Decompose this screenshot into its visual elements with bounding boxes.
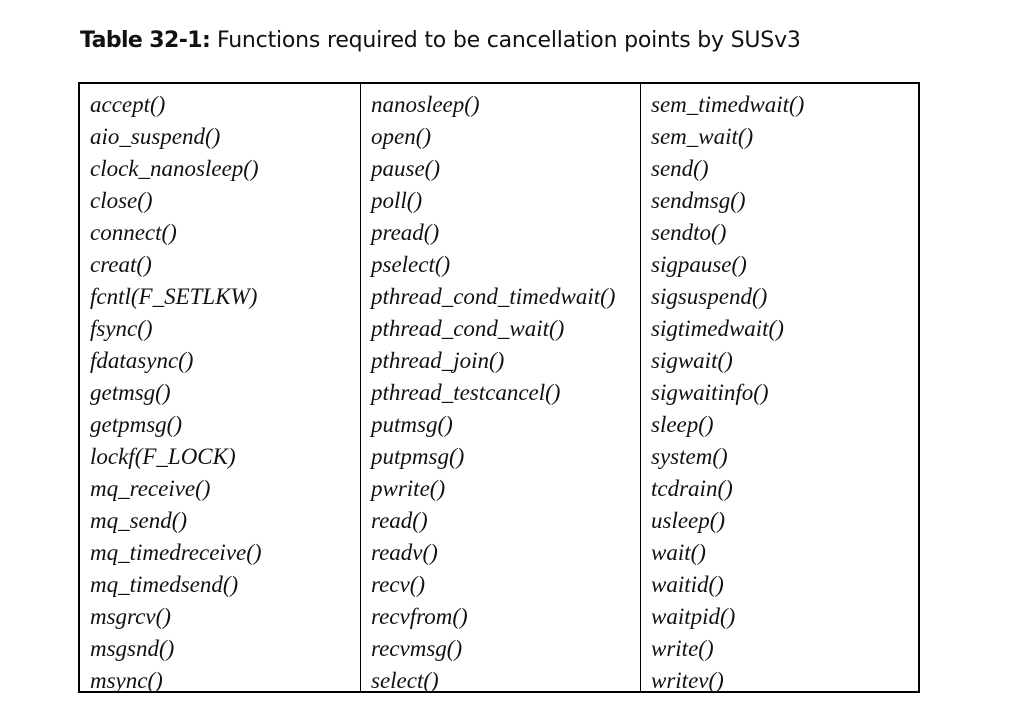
- function-name-cell: mq_receive(): [90, 476, 211, 501]
- function-name-cell: getpmsg(): [90, 412, 182, 437]
- function-name-cell: clock_nanosleep(): [90, 156, 259, 181]
- function-name-cell: send(): [651, 156, 709, 181]
- function-name-cell: sem_timedwait(): [651, 92, 805, 117]
- function-name-cell: mq_timedreceive(): [90, 540, 262, 565]
- function-name-cell: msync(): [90, 668, 163, 693]
- function-name-cell: read(): [371, 508, 428, 533]
- function-name-cell: mq_timedsend(): [90, 572, 239, 597]
- function-name-cell: connect(): [90, 220, 177, 245]
- function-name-cell: sigwaitinfo(): [651, 380, 769, 405]
- table-column-1: accept() aio_suspend() clock_nanosleep()cl…: [80, 84, 360, 693]
- function-name-cell: fcntl(F_SETLKW): [90, 284, 258, 309]
- function-name-cell: sleep(): [651, 412, 714, 437]
- function-name-cell: sigpause(): [651, 252, 747, 277]
- function-name-cell: msgrcv(): [90, 604, 171, 629]
- function-name-cell: usleep(): [651, 508, 726, 533]
- table-caption: Table 32-1: Functions required to be can…: [80, 28, 801, 53]
- function-name-cell: select(): [371, 668, 439, 693]
- function-name-cell: accept(): [90, 92, 166, 117]
- function-name-cell: system(): [651, 444, 728, 469]
- function-name-cell: readv(): [371, 540, 438, 565]
- function-name-cell: pthread_cond_timedwait(): [371, 284, 616, 309]
- table-column-3: sem_timedwait() sem_wait() send() sendmsg()…: [640, 84, 918, 693]
- function-name-cell: sendto(): [651, 220, 727, 245]
- table-number-label: Table 32-1:: [80, 28, 211, 53]
- function-name-cell: waitid(): [651, 572, 724, 597]
- function-name-cell: writev(): [651, 668, 724, 693]
- function-name-cell: fdatasync(): [90, 348, 194, 373]
- table-title: Functions required to be cancellation po…: [216, 28, 801, 53]
- function-name-cell: wait(): [651, 540, 706, 565]
- function-name-cell: lockf(F_LOCK): [90, 444, 236, 469]
- function-name-cell: waitpid(): [651, 604, 736, 629]
- function-name-cell: recvfrom(): [371, 604, 468, 629]
- function-name-cell: pthread_join(): [371, 348, 505, 373]
- function-name-cell: recv(): [371, 572, 426, 597]
- table-column-2: nanosleep() open() pause() poll() pread() pse…: [360, 84, 640, 693]
- function-name-cell: fsync(): [90, 316, 153, 341]
- function-name-cell: msgsnd(): [90, 636, 175, 661]
- function-name-cell: sigwait(): [651, 348, 733, 373]
- function-name-cell: open(): [371, 124, 432, 149]
- function-name-cell: nanosleep(): [371, 92, 480, 117]
- function-name-cell: sem_wait(): [651, 124, 754, 149]
- function-name-cell: mq_send(): [90, 508, 188, 533]
- function-name-cell: tcdrain(): [651, 476, 733, 501]
- cancellation-points-table: accept() aio_suspend() clock_nanosleep()cl…: [78, 82, 920, 693]
- function-name-cell: pthread_cond_wait(): [371, 316, 565, 341]
- function-name-cell: pwrite(): [371, 476, 446, 501]
- function-name-cell: creat(): [90, 252, 152, 277]
- function-name-cell: getmsg(): [90, 380, 171, 405]
- function-name-cell: putpmsg(): [371, 444, 465, 469]
- function-name-cell: sendmsg(): [651, 188, 746, 213]
- function-name-cell: sigtimedwait(): [651, 316, 784, 341]
- function-name-cell: putmsg(): [371, 412, 453, 437]
- function-name-cell: close(): [90, 188, 153, 213]
- function-name-cell: poll(): [371, 188, 423, 213]
- function-name-cell: pread(): [371, 220, 440, 245]
- function-name-cell: write(): [651, 636, 714, 661]
- function-name-cell: recvmsg(): [371, 636, 463, 661]
- function-name-cell: pause(): [371, 156, 440, 181]
- function-name-cell: pthread_testcancel(): [371, 380, 561, 405]
- function-name-cell: aio_suspend(): [90, 124, 221, 149]
- function-name-cell: sigsuspend(): [651, 284, 768, 309]
- function-name-cell: pselect(): [371, 252, 451, 277]
